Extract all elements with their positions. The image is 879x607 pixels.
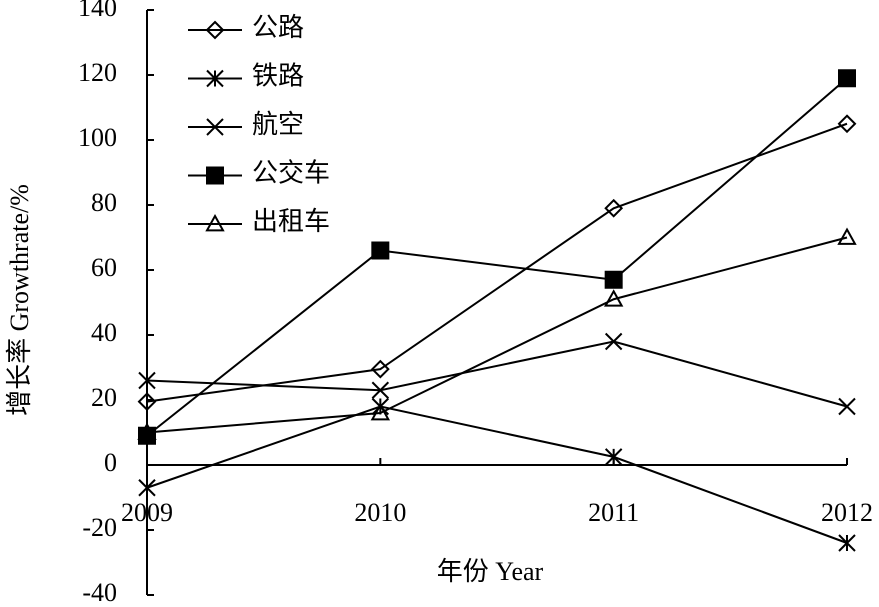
series-line — [146, 340, 848, 408]
y-tick-label: 0 — [104, 448, 117, 477]
y-tick-label: 100 — [78, 123, 117, 152]
x-tick-label: 2012 — [821, 498, 873, 527]
series-line — [146, 77, 848, 437]
marker — [604, 198, 624, 218]
x-tick-label: 2010 — [354, 498, 406, 527]
series-line — [146, 236, 848, 434]
marker — [370, 359, 390, 379]
marker — [604, 332, 623, 351]
y-tick-label: 20 — [91, 383, 117, 412]
legend-label: 公交车 — [252, 158, 330, 187]
series-line — [146, 405, 848, 544]
marker — [137, 392, 157, 412]
y-tick-label: -40 — [82, 578, 117, 607]
y-tick-label: 40 — [91, 318, 117, 347]
y-tick-label: -20 — [82, 513, 117, 542]
legend-label: 公路 — [252, 13, 304, 42]
marker — [603, 289, 624, 307]
marker — [206, 69, 224, 88]
marker — [206, 118, 224, 136]
marker — [604, 270, 623, 289]
y-axis-label: 增长率 Growthrate/% — [5, 184, 34, 416]
legend-label: 出租车 — [252, 207, 330, 236]
marker — [838, 397, 856, 416]
legend-label: 航空 — [252, 110, 304, 139]
marker — [371, 241, 390, 260]
marker — [138, 479, 156, 497]
marker — [205, 213, 225, 232]
y-tick-label: 120 — [78, 58, 117, 87]
marker — [838, 534, 856, 552]
y-tick-label: 60 — [91, 253, 117, 282]
marker — [837, 227, 857, 245]
legend-label: 铁路 — [252, 61, 304, 90]
marker — [837, 114, 857, 134]
marker — [838, 69, 856, 88]
marker — [604, 448, 623, 466]
marker — [205, 20, 225, 40]
marker — [138, 371, 156, 390]
x-tick-label: 2009 — [121, 498, 173, 527]
marker — [137, 422, 157, 440]
x-axis-label: 年份 Year — [437, 557, 544, 586]
marker — [370, 402, 391, 421]
y-tick-label: 80 — [91, 188, 117, 217]
marker — [371, 381, 390, 399]
y-tick-label: 140 — [78, 0, 117, 22]
x-tick-label: 2011 — [588, 498, 639, 527]
marker — [206, 166, 224, 185]
